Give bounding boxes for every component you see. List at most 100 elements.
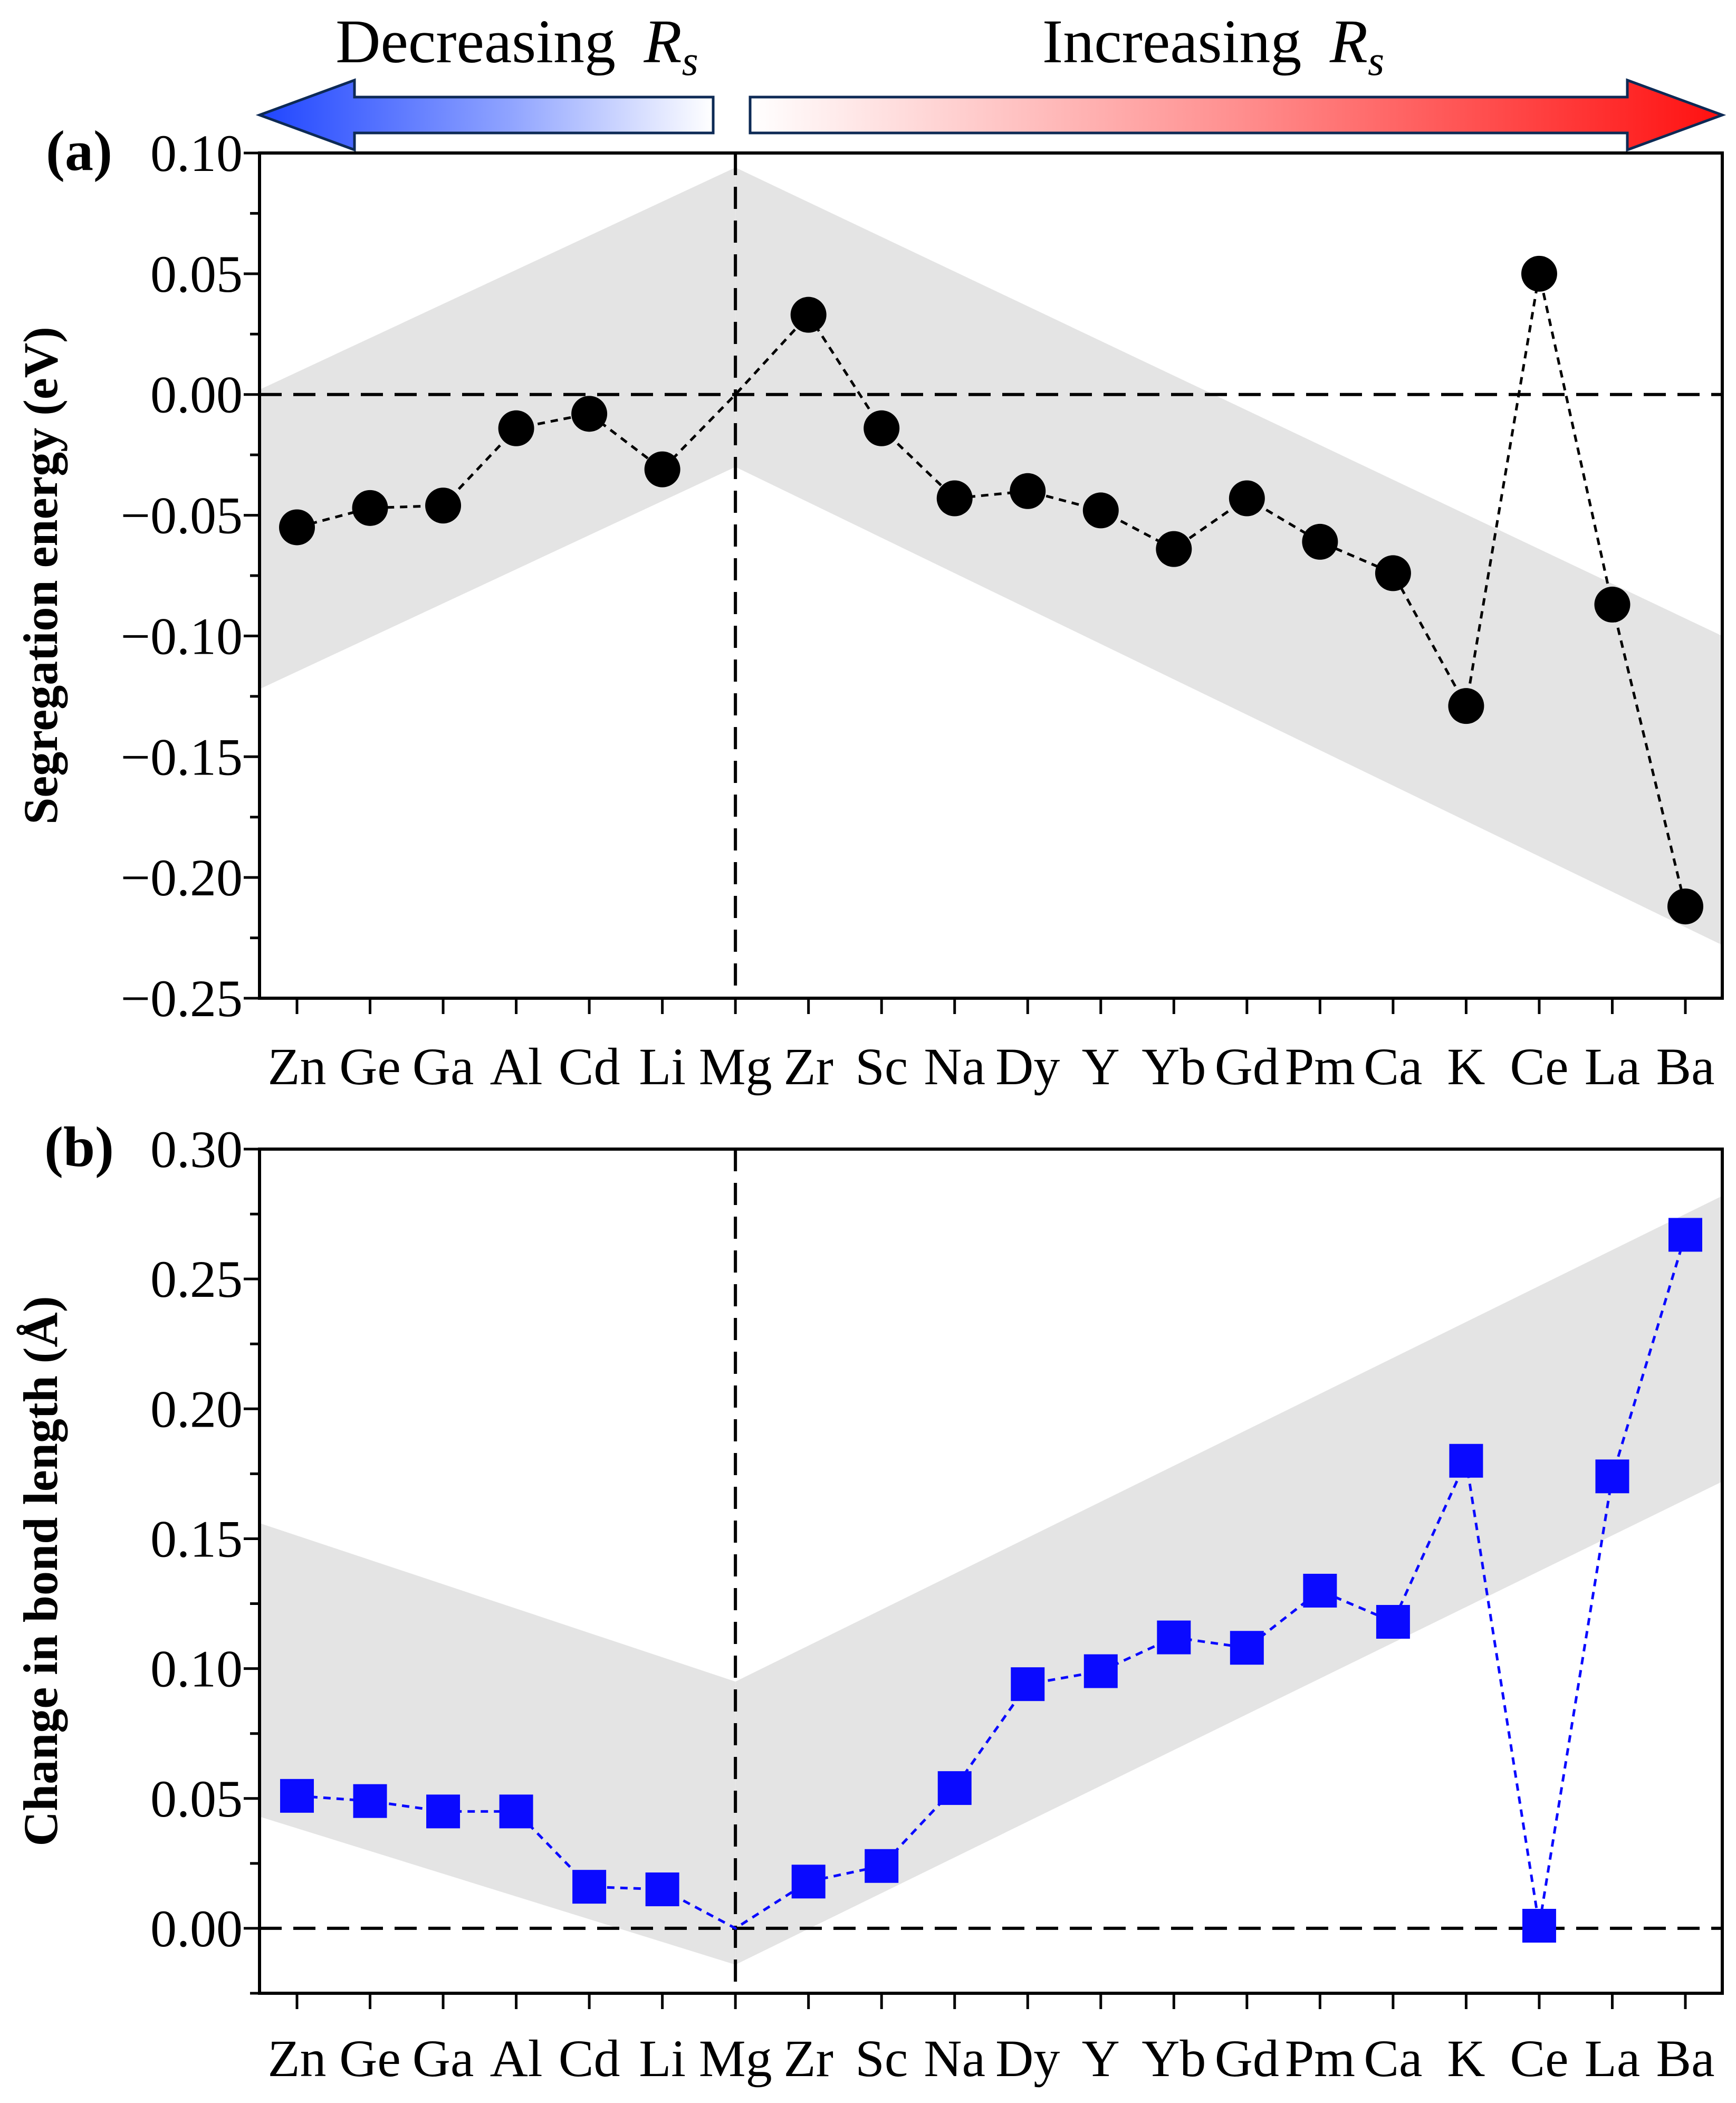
data-point-gd — [1229, 480, 1265, 517]
data-point-yb — [1157, 1620, 1191, 1655]
decreasing-word: Decreasing — [335, 7, 616, 76]
plot-area — [260, 153, 1722, 998]
rs-subscript: s — [1368, 38, 1384, 84]
x-tick-label-sc: Sc — [855, 1037, 908, 1096]
y-tick-label: 0.20 — [150, 1380, 243, 1438]
y-tick-label: 0.25 — [150, 1250, 243, 1308]
band-right — [735, 1196, 1722, 1965]
y-tick-label: 0.30 — [150, 1120, 243, 1179]
data-point-k — [1449, 1444, 1483, 1478]
x-tick-label-ga: Ga — [413, 2029, 474, 2088]
x-tick-label-mg: Mg — [699, 2029, 772, 2088]
data-point-ce — [1522, 1909, 1556, 1943]
data-point-la — [1595, 1459, 1629, 1494]
y-tick-label: −0.20 — [121, 848, 243, 907]
data-point-na — [936, 480, 973, 517]
data-point-ba — [1668, 1218, 1702, 1252]
x-tick-label-yb: Yb — [1142, 2029, 1206, 2088]
x-tick-label-k: K — [1447, 1037, 1485, 1096]
x-tick-label-cd: Cd — [559, 2029, 620, 2088]
rs-symbol: R — [643, 7, 682, 76]
data-point-ca — [1375, 555, 1411, 591]
data-point-cd — [572, 1870, 607, 1904]
y-tick-label: 0.05 — [150, 245, 243, 303]
x-tick-label-yb: Yb — [1142, 1037, 1206, 1096]
x-tick-label-zn: Zn — [267, 1037, 326, 1096]
data-point-na — [937, 1771, 972, 1805]
data-point-al — [498, 410, 534, 446]
y-tick-label: −0.05 — [121, 486, 243, 545]
x-tick-label-k: K — [1447, 2029, 1485, 2088]
y-tick-label: 0.10 — [150, 1640, 243, 1698]
decreasing-rs-label: Decreasing Rs — [335, 7, 698, 84]
x-tick-label-na: Na — [924, 1037, 985, 1096]
data-point-sc — [864, 410, 900, 446]
data-point-gd — [1230, 1631, 1264, 1665]
x-tick-label-al: Al — [490, 2029, 543, 2088]
data-point-la — [1594, 586, 1631, 623]
x-tick-label-pm: Pm — [1285, 2029, 1355, 2088]
x-tick-label-ca: Ca — [1364, 1037, 1422, 1096]
data-point-ga — [426, 1794, 461, 1829]
x-tick-label-pm: Pm — [1285, 1037, 1355, 1096]
data-point-k — [1448, 688, 1484, 724]
y-tick-label: 0.00 — [150, 1899, 243, 1958]
x-tick-label-dy: Dy — [995, 1037, 1060, 1096]
x-tick-label-mg: Mg — [699, 1037, 772, 1096]
increasing-word: Increasing — [1042, 7, 1301, 76]
y-tick-label: 0.05 — [150, 1770, 243, 1828]
increasing-rs-label: Increasing Rs — [1042, 7, 1384, 84]
data-point-al — [499, 1794, 533, 1829]
x-tick-label-zr: Zr — [783, 2029, 833, 2088]
data-point-pm — [1303, 1573, 1337, 1608]
x-tick-label-zr: Zr — [783, 1037, 833, 1096]
y-axis-label: Change in bond length (Å) — [14, 1296, 68, 1847]
y-tick-label: −0.15 — [121, 728, 243, 786]
data-point-zn — [280, 1779, 314, 1813]
header: Decreasing Rs Increasing Rs — [255, 7, 1727, 152]
data-point-ba — [1667, 888, 1703, 925]
x-tick-label-ba: Ba — [1656, 1037, 1714, 1096]
y-tick-label: 0.00 — [150, 366, 243, 424]
data-point-y — [1083, 1654, 1118, 1688]
data-point-sc — [865, 1849, 899, 1883]
x-tick-label-gd: Gd — [1215, 2029, 1279, 2088]
data-point-yb — [1156, 531, 1192, 567]
x-tick-label-ge: Ge — [339, 1037, 401, 1096]
x-tick-label-la: La — [1585, 2029, 1640, 2088]
data-point-ga — [425, 487, 462, 524]
x-tick-label-ca: Ca — [1364, 2029, 1422, 2088]
x-tick-label-li: Li — [639, 1037, 686, 1096]
y-tick-label: 0.10 — [150, 124, 243, 183]
x-tick-label-li: Li — [639, 2029, 686, 2088]
data-point-zr — [790, 297, 827, 333]
increasing-arrow — [749, 78, 1727, 152]
data-point-zn — [279, 509, 315, 546]
data-point-ce — [1521, 255, 1557, 292]
plot-frame — [258, 1148, 1724, 1995]
data-point-dy — [1011, 1667, 1045, 1701]
decreasing-arrow — [255, 78, 715, 152]
data-point-ca — [1376, 1605, 1410, 1639]
x-tick-label-al: Al — [490, 1037, 543, 1096]
band-right — [735, 167, 1722, 945]
x-tick-label-zn: Zn — [267, 2029, 326, 2088]
data-point-ge — [353, 1784, 387, 1818]
data-point-zr — [791, 1865, 826, 1899]
x-tick-label-ga: Ga — [413, 1037, 474, 1096]
y-tick-label: 0.15 — [150, 1509, 243, 1568]
data-point-li — [644, 451, 680, 487]
data-point-y — [1082, 492, 1119, 529]
rs-symbol: R — [1329, 7, 1368, 76]
data-point-dy — [1010, 473, 1046, 509]
x-tick-label-sc: Sc — [855, 2029, 908, 2088]
x-tick-label-ge: Ge — [339, 2029, 401, 2088]
panel-b: Zn Ge Ga Al Cd Li Mg Zr Sc Na Dy Y Yb Gd Pm Ca K Ce La Ba 0.… — [14, 1116, 1724, 2088]
band-left — [260, 167, 736, 690]
data-point-ge — [352, 490, 388, 526]
x-tick-label-ce: Ce — [1510, 1037, 1568, 1096]
x-tick-label-cd: Cd — [559, 1037, 620, 1096]
y-tick-label: −0.25 — [121, 969, 243, 1028]
x-tick-label-ce: Ce — [1510, 2029, 1568, 2088]
